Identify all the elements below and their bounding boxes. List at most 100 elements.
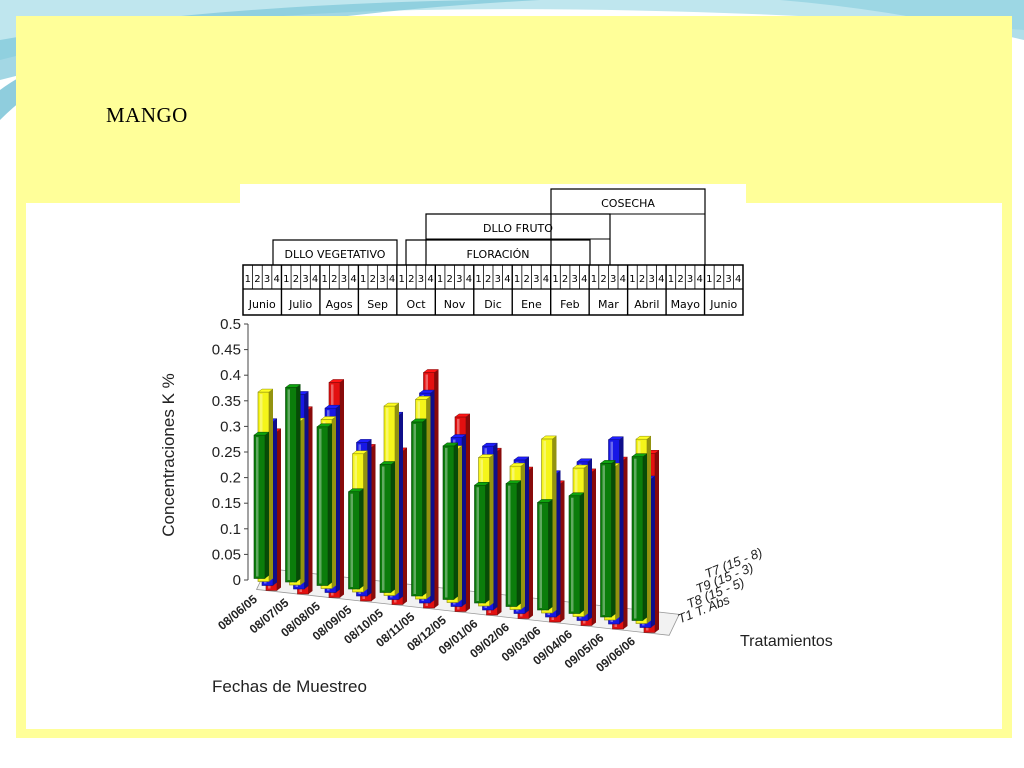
bars-layer (253, 369, 660, 633)
bar (379, 461, 396, 593)
week-number: 2 (254, 274, 260, 285)
y-tick-label: 0.15 (212, 495, 241, 512)
y-tick-label: 0.2 (220, 470, 241, 487)
y-tick-label: 0 (233, 572, 241, 589)
week-number: 3 (456, 274, 462, 285)
week-number: 1 (475, 274, 481, 285)
phase-label: COSECHA (601, 197, 655, 210)
week-number: 3 (533, 274, 539, 285)
phase-label: DLLO FRUTO (483, 222, 553, 235)
x-axis-title: Fechas de Muestreo (212, 677, 367, 696)
week-number: 4 (543, 274, 549, 285)
bar (284, 384, 302, 583)
week-number: 3 (379, 274, 385, 285)
week-number: 3 (572, 274, 578, 285)
bar (442, 442, 459, 600)
y-tick-label: 0.05 (212, 546, 241, 563)
month-label: Agos (326, 298, 353, 311)
week-number: 4 (427, 274, 433, 285)
month-label: Feb (560, 298, 579, 311)
phase-label: DLLO VEGETATIVO (285, 248, 386, 261)
week-number: 1 (629, 274, 635, 285)
bar (473, 481, 491, 604)
week-number: 1 (552, 274, 558, 285)
month-label: Junio (709, 298, 737, 311)
month-label: Abril (634, 298, 659, 311)
month-label: Julio (288, 298, 312, 311)
week-number: 4 (504, 274, 510, 285)
phase-bracket (405, 239, 591, 265)
week-number: 4 (389, 274, 395, 285)
week-number: 2 (485, 274, 491, 285)
week-number: 1 (398, 274, 404, 285)
month-label: Sep (367, 298, 388, 311)
week-number: 1 (360, 274, 366, 285)
week-number: 1 (283, 274, 289, 285)
week-number: 3 (341, 274, 347, 285)
month-label: Nov (444, 298, 466, 311)
y-tick-label: 0.1 (220, 521, 241, 538)
bar (599, 460, 617, 618)
phase-label: FLORACIÓN (466, 248, 529, 261)
week-number: 3 (302, 274, 308, 285)
week-number: 1 (591, 274, 597, 285)
week-number: 4 (620, 274, 626, 285)
y-tick-label: 0.5 (220, 316, 241, 333)
phenology-table-bg (240, 184, 746, 316)
week-number: 2 (562, 274, 568, 285)
bar (536, 499, 554, 611)
y-tick-label: 0.45 (212, 342, 241, 359)
week-number: 2 (370, 274, 376, 285)
slide-title: MANGO (106, 103, 188, 127)
week-number: 3 (264, 274, 270, 285)
phase-bracket (272, 239, 398, 265)
y-tick-label: 0.4 (220, 367, 241, 384)
bar (505, 480, 522, 607)
bar (410, 418, 428, 597)
bar (568, 492, 585, 614)
week-number: 2 (600, 274, 606, 285)
bar (347, 488, 365, 590)
month-label: Mayo (671, 298, 701, 311)
week-number: 3 (687, 274, 693, 285)
week-number: 4 (273, 274, 279, 285)
week-number: 2 (447, 274, 453, 285)
y-tick-label: 0.35 (212, 393, 241, 410)
month-label: Oct (407, 298, 427, 311)
week-number: 4 (735, 274, 741, 285)
week-number: 2 (523, 274, 529, 285)
month-label: Mar (598, 298, 619, 311)
week-number: 3 (418, 274, 424, 285)
week-number: 3 (610, 274, 616, 285)
y-axis: 0 0.05 0.1 0.15 0.2 0.25 0.3 0.35 0.4 0.45 0.5 (212, 316, 249, 589)
y-tick-label: 0.25 (212, 444, 241, 461)
week-number: 2 (716, 274, 722, 285)
month-label: Ene (521, 298, 542, 311)
week-number: 1 (437, 274, 443, 285)
week-number: 2 (677, 274, 683, 285)
week-number: 4 (466, 274, 472, 285)
y-axis-title: Concentraciones K % (159, 373, 178, 536)
week-number: 1 (514, 274, 520, 285)
week-number: 2 (408, 274, 414, 285)
bar (631, 453, 648, 621)
week-number: 3 (648, 274, 654, 285)
phase-bracket (550, 188, 706, 265)
week-number: 1 (668, 274, 674, 285)
week-number: 2 (331, 274, 337, 285)
week-number: 4 (350, 274, 356, 285)
bar (253, 431, 270, 579)
month-label: Junio (248, 298, 276, 311)
week-number: 4 (312, 274, 318, 285)
week-number: 4 (581, 274, 587, 285)
y-tick-label: 0.3 (220, 418, 241, 435)
week-number: 2 (293, 274, 299, 285)
week-number: 2 (639, 274, 645, 285)
week-number: 4 (697, 274, 703, 285)
week-number: 4 (658, 274, 664, 285)
week-number: 1 (322, 274, 328, 285)
z-axis-title: Tratamientos (740, 633, 833, 650)
